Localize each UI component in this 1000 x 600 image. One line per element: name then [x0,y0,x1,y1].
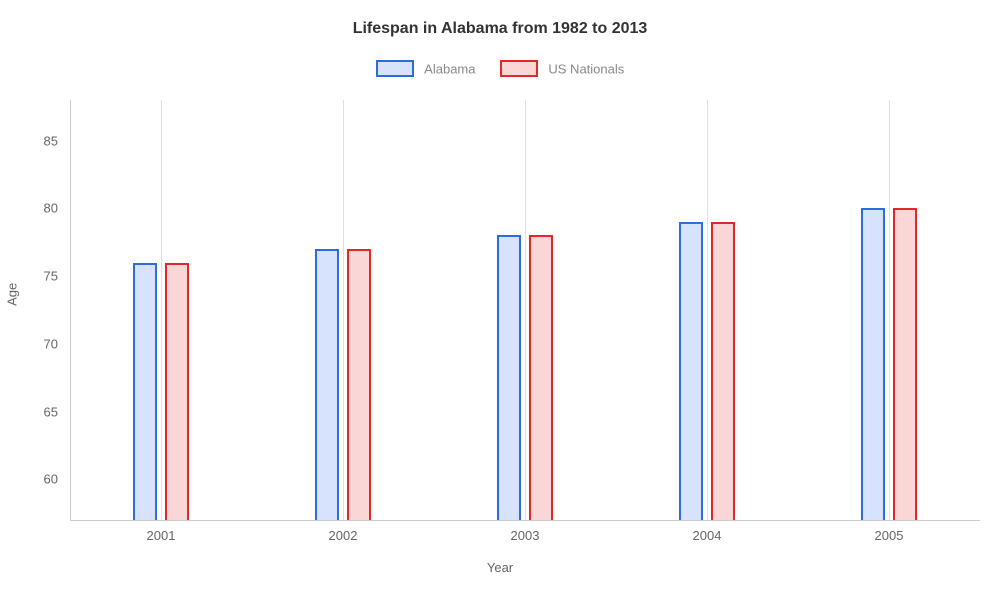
bar-us-nationals [165,263,189,520]
x-tick-label: 2003 [511,528,540,543]
gridline-v [707,100,708,520]
chart-title: Lifespan in Alabama from 1982 to 2013 [0,20,1000,38]
bar-alabama [133,263,157,520]
y-tick-label: 75 [8,269,58,284]
y-tick-label: 85 [8,133,58,148]
legend-label-usnationals: US Nationals [548,61,624,76]
y-tick-label: 60 [8,472,58,487]
gridline-v [889,100,890,520]
bar-alabama [861,208,885,520]
chart-container: Lifespan in Alabama from 1982 to 2013 Al… [0,0,1000,600]
x-axis-label: Year [0,560,1000,575]
gridline-v [525,100,526,520]
legend-swatch-alabama [376,60,414,77]
x-tick-label: 2004 [693,528,722,543]
legend-item-alabama: Alabama [376,60,476,78]
y-tick-label: 65 [8,404,58,419]
plot-area [70,100,980,520]
gridline-v [161,100,162,520]
bar-alabama [679,222,703,520]
y-tick-label: 70 [8,336,58,351]
bar-us-nationals [347,249,371,520]
gridline-v [343,100,344,520]
bar-us-nationals [893,208,917,520]
legend-swatch-usnationals [500,60,538,77]
x-tick-label: 2001 [147,528,176,543]
x-tick-label: 2005 [875,528,904,543]
y-axis-label: Age [5,283,20,306]
y-axis-line [70,100,71,520]
legend-label-alabama: Alabama [424,61,475,76]
bar-alabama [497,235,521,520]
bar-us-nationals [711,222,735,520]
y-tick-label: 80 [8,201,58,216]
legend: Alabama US Nationals [0,60,1000,78]
bar-alabama [315,249,339,520]
x-tick-label: 2002 [329,528,358,543]
x-axis-line [70,520,980,521]
bar-us-nationals [529,235,553,520]
legend-item-usnationals: US Nationals [500,60,624,78]
